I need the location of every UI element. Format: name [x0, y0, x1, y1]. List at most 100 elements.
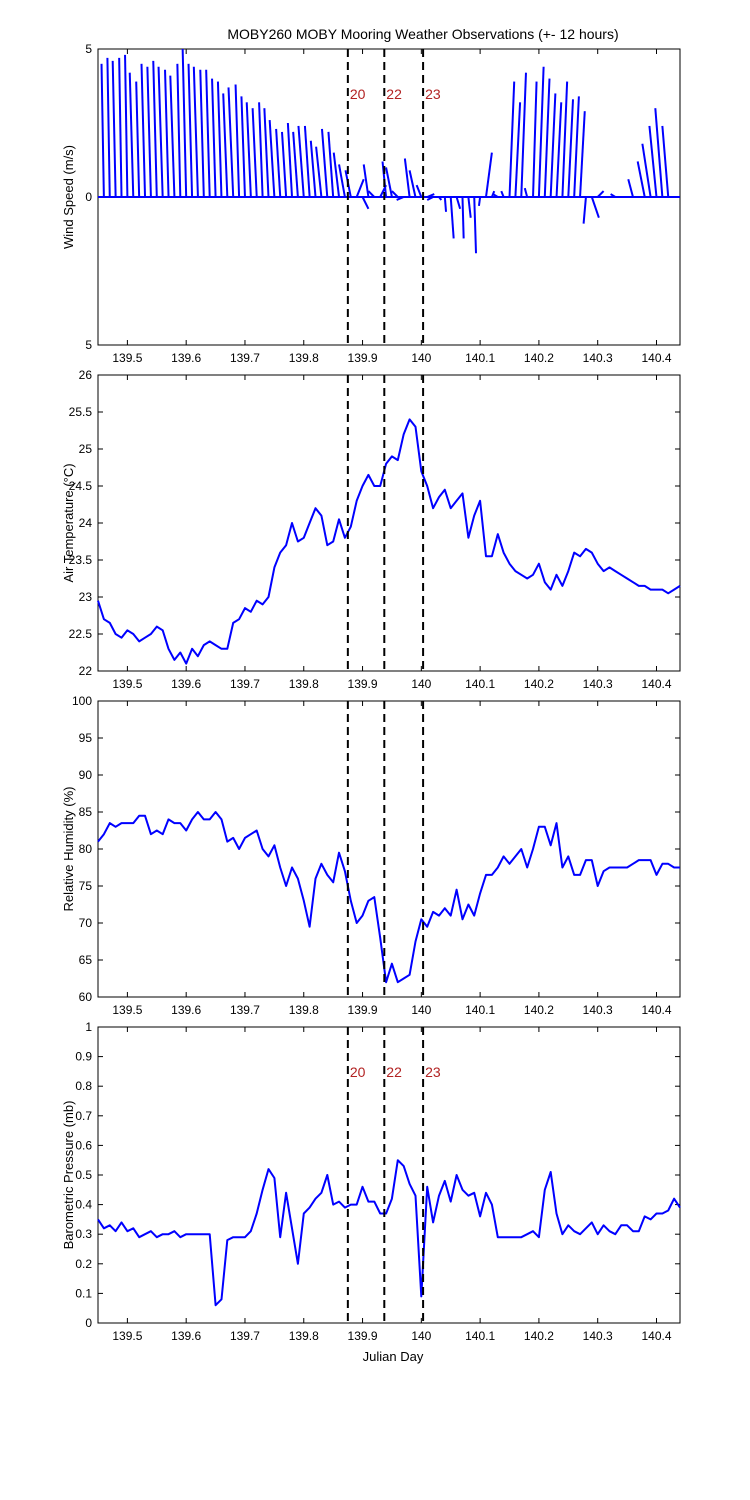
x-tick-label: 140.2	[524, 1003, 554, 1017]
x-tick-label: 140.1	[465, 1329, 495, 1343]
y-tick-label: 23.5	[69, 553, 93, 567]
wind-stick	[532, 81, 538, 198]
wind-stick	[286, 122, 293, 198]
panel-wind: 139.5 139.6 139.7 139.8 139.9 140 140.1 140.2 14…	[61, 42, 681, 365]
axes-frame	[97, 374, 681, 672]
wind-stick	[473, 196, 478, 254]
x-tick-label: 139.6	[171, 677, 201, 691]
wind-stick	[211, 78, 217, 198]
wind-stick	[455, 196, 462, 210]
y-tick-label: 22.5	[69, 627, 93, 641]
y-axis-label: Relative Humidity (%)	[61, 787, 76, 912]
wind-stick	[361, 196, 370, 210]
x-tick-label: 139.7	[230, 677, 260, 691]
wind-stick	[297, 125, 305, 198]
wind-stick	[157, 66, 164, 198]
axes-frame	[97, 1026, 681, 1324]
wind-stick	[391, 190, 399, 198]
y-tick-label: 0.6	[75, 1138, 92, 1152]
y-axis-label: Air Temperature (°C)	[61, 463, 76, 582]
y-tick-label: 0	[85, 1316, 92, 1330]
wind-stick	[579, 111, 586, 198]
y-tick-label: 0.2	[75, 1257, 92, 1271]
y-tick-label: 0.8	[75, 1079, 92, 1093]
wind-stick	[258, 102, 264, 198]
wind-stick	[292, 131, 299, 198]
y-tick-label: 5	[85, 42, 92, 56]
y-tick-label: 0.7	[75, 1109, 92, 1123]
wind-stick	[648, 125, 658, 198]
x-tick-label: 139.9	[348, 1003, 378, 1017]
y-tick-label: 65	[79, 953, 93, 967]
y-tick-label: 26	[79, 368, 93, 382]
wind-stick	[181, 48, 188, 198]
wind-stick	[567, 99, 575, 198]
x-tick-label: 140.3	[583, 1329, 613, 1343]
wind-stick	[477, 196, 482, 207]
x-tick-label: 140	[411, 1329, 431, 1343]
wind-stick	[169, 75, 176, 198]
x-tick-label: 139.9	[348, 1329, 378, 1343]
y-tick-label: 0.1	[75, 1286, 92, 1300]
wind-stick	[467, 196, 472, 218]
wind-stick	[661, 125, 670, 198]
wind-stick	[543, 78, 551, 198]
wind-stick	[152, 60, 158, 198]
wind-stick	[500, 190, 505, 198]
panel-air-temperature: 139.5 139.6 139.7 139.8 139.9 140 140.1 140.2 14…	[61, 368, 681, 691]
wind-stick	[590, 196, 600, 219]
wind-stick	[234, 84, 241, 198]
wind-stick	[106, 57, 111, 198]
wind-stick	[140, 63, 147, 198]
marker-label: 23	[425, 86, 441, 102]
y-tick-label: 90	[79, 768, 93, 782]
wind-stick	[251, 108, 258, 198]
y-tick-label: 1	[85, 1020, 92, 1034]
x-tick-label: 139.6	[171, 1329, 201, 1343]
x-tick-label: 139.7	[230, 351, 260, 365]
wind-stick	[415, 184, 423, 198]
wind-stick	[338, 164, 346, 198]
x-tick-label: 139.8	[289, 351, 319, 365]
x-tick-label: 140.3	[583, 351, 613, 365]
y-tick-label: 95	[79, 731, 93, 745]
y-tick-label: 80	[79, 842, 93, 856]
wind-stick	[520, 72, 527, 198]
x-tick-label: 140.1	[465, 351, 495, 365]
wind-stick	[426, 193, 435, 198]
wind-stick	[396, 196, 405, 201]
wind-stick	[461, 196, 465, 239]
wind-stick	[514, 102, 522, 198]
x-tick-label: 139.5	[112, 1329, 142, 1343]
wind-stick	[641, 143, 652, 198]
x-tick-label: 140	[411, 1003, 431, 1017]
panel-barometric-pressure: 139.5 139.6 139.7 139.8 139.9 140 140.1 140.2 14…	[61, 1020, 681, 1343]
wind-stick	[320, 128, 329, 198]
x-tick-label: 139.8	[289, 1329, 319, 1343]
x-tick-label: 140.4	[641, 351, 671, 365]
wind-stick	[240, 96, 246, 198]
wind-stick	[332, 152, 341, 198]
y-tick-label: 25	[79, 442, 93, 456]
wind-stick	[438, 196, 443, 201]
x-tick-label: 139.7	[230, 1329, 260, 1343]
y-tick-label: 5	[85, 338, 92, 352]
marker-label: 22	[386, 1064, 402, 1080]
x-tick-label: 140.4	[641, 1003, 671, 1017]
y-tick-label: 0.3	[75, 1227, 92, 1241]
wind-stick	[245, 102, 252, 198]
y-tick-label: 24.5	[69, 479, 93, 493]
wind-stick	[561, 81, 569, 198]
x-tick-label: 140.3	[583, 1003, 613, 1017]
wind-stick	[146, 66, 152, 198]
wind-stick	[508, 81, 516, 198]
x-tick-label: 140.2	[524, 1329, 554, 1343]
x-tick-label: 139.9	[348, 677, 378, 691]
y-tick-label: 0.4	[75, 1198, 92, 1212]
x-tick-label: 140.1	[465, 1003, 495, 1017]
wind-stick	[408, 170, 417, 198]
wind-stick	[216, 81, 223, 198]
wind-stick	[492, 193, 499, 198]
x-tick-label: 139.8	[289, 1003, 319, 1017]
